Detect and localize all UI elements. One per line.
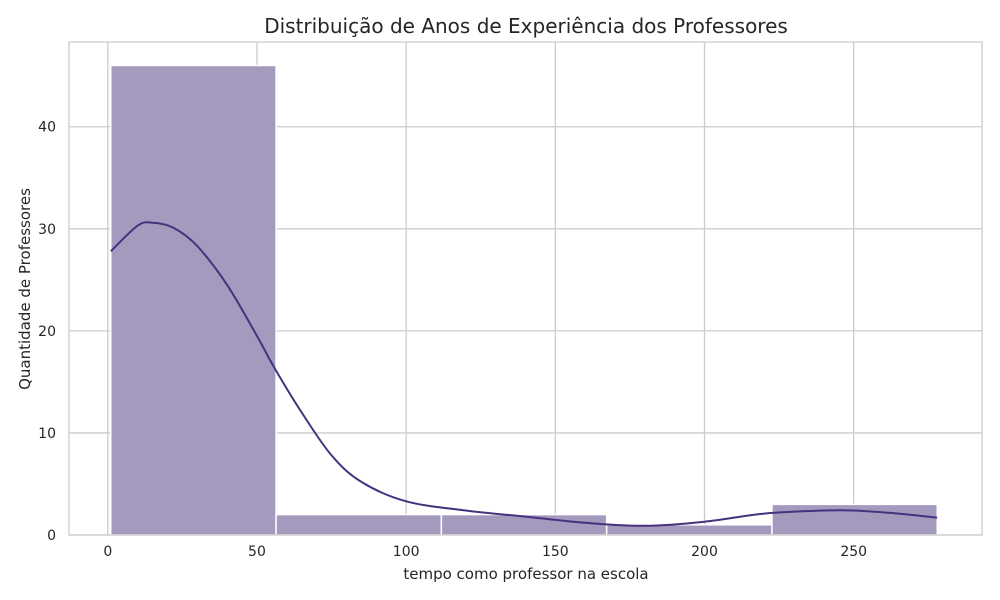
x-axis-label: tempo como professor na escola bbox=[403, 565, 648, 583]
x-tick-label: 0 bbox=[103, 544, 112, 560]
histogram-bar-5 bbox=[771, 503, 938, 536]
kde-curve bbox=[110, 221, 938, 527]
x-tick-label: 200 bbox=[691, 544, 718, 560]
x-tick-labels: 0 50 100 150 200 250 bbox=[103, 544, 867, 560]
histogram-bars bbox=[110, 64, 938, 536]
kde-curve-group bbox=[110, 221, 938, 527]
x-tick-label: 250 bbox=[840, 544, 867, 560]
y-tick-label: 30 bbox=[38, 222, 56, 238]
histogram-bar-2 bbox=[275, 513, 443, 536]
y-tick-label: 0 bbox=[47, 528, 56, 544]
y-axis-label: Quantidade de Professores bbox=[16, 188, 34, 390]
x-tick-label: 150 bbox=[542, 544, 569, 560]
y-tick-label: 10 bbox=[38, 426, 56, 442]
y-tick-label: 40 bbox=[38, 120, 56, 136]
plot-frame bbox=[68, 41, 983, 536]
y-tick-labels: 0 10 20 30 40 bbox=[38, 120, 56, 544]
x-tick-label: 100 bbox=[393, 544, 420, 560]
x-tick-label: 50 bbox=[248, 544, 266, 560]
chart-title: Distribuição de Anos de Experiência dos … bbox=[264, 14, 788, 38]
histogram-bar-3 bbox=[440, 513, 608, 536]
y-tick-label: 20 bbox=[38, 324, 56, 340]
histogram-bar-1 bbox=[110, 64, 277, 536]
